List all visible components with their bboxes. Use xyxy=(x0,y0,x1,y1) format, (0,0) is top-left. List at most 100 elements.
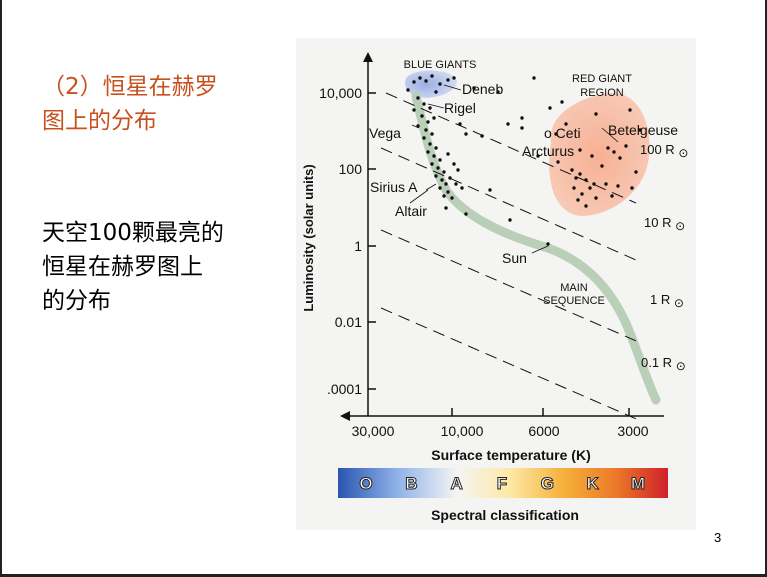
star-dot xyxy=(488,188,492,192)
star-dot xyxy=(574,176,578,180)
spectral-class-b: B xyxy=(405,474,417,493)
spectral-class-m: M xyxy=(631,474,645,493)
star-dot xyxy=(578,148,582,152)
spectral-bar xyxy=(338,468,668,498)
y-tick-label: 10,000 xyxy=(319,85,362,101)
star-dot xyxy=(430,162,434,166)
heading-line-2: 图上的分布 xyxy=(42,108,157,134)
star-label-sun: Sun xyxy=(502,250,527,266)
star-dot xyxy=(432,116,436,120)
star-dot xyxy=(442,170,446,174)
star-dot xyxy=(444,182,448,186)
star-dot xyxy=(436,166,440,170)
star-dot xyxy=(554,132,558,136)
star-dot xyxy=(464,212,468,216)
star-dot xyxy=(456,168,460,172)
star-dot xyxy=(434,90,438,94)
star-label-deneb: Deneb xyxy=(462,81,503,97)
star-points xyxy=(406,74,642,246)
y-tick-label: .0001 xyxy=(327,381,362,397)
star-dot xyxy=(424,128,428,132)
x-axis-arrow xyxy=(340,411,350,421)
heading-line-1: （2）恒星在赫罗 xyxy=(42,74,218,100)
star-dot xyxy=(422,136,426,140)
star-dot xyxy=(638,128,642,132)
star-dot xyxy=(444,206,448,210)
radius-label: 10 R ⊙ xyxy=(644,215,685,233)
x-tick-label: 6000 xyxy=(528,423,559,439)
star-dot xyxy=(506,122,510,126)
star-dot xyxy=(546,242,550,246)
tick-marks xyxy=(368,92,630,416)
star-label-o-ceti: o Ceti xyxy=(544,125,581,141)
star-dot xyxy=(440,178,444,182)
star-dot xyxy=(454,182,458,186)
body-line-1: 天空100颗最亮的 xyxy=(42,220,224,246)
slide-body-text: 天空100颗最亮的 恒星在赫罗图上 的分布 xyxy=(42,216,282,318)
star-dot xyxy=(412,108,416,112)
y-tick-label: 0.01 xyxy=(335,314,362,330)
star-dot xyxy=(628,108,632,112)
star-dot xyxy=(576,198,580,202)
star-dot xyxy=(600,164,604,168)
star-dot xyxy=(630,186,634,190)
star-dot xyxy=(584,204,588,208)
star-dot xyxy=(458,122,462,126)
star-label-arcturus: Arcturus xyxy=(522,143,574,159)
star-dot xyxy=(424,79,428,83)
region-label-sequence: SEQUENCE xyxy=(543,295,605,307)
star-dot xyxy=(548,106,552,110)
star-label-betelgeuse: Betelgeuse xyxy=(608,122,678,138)
spectral-class-o: O xyxy=(359,474,372,493)
region-label-region: REGION xyxy=(580,87,623,99)
y-axis-arrow xyxy=(363,52,373,62)
star-dot xyxy=(452,76,456,80)
star-dot xyxy=(428,106,432,110)
star-dot xyxy=(428,142,432,146)
star-label-rigel: Rigel xyxy=(444,100,476,116)
star-dot xyxy=(426,150,430,154)
star-dot xyxy=(606,146,610,150)
star-dot xyxy=(438,158,442,162)
region-labels: BLUE GIANTS RED GIANT REGION MAIN SEQUEN… xyxy=(404,59,633,307)
star-dot xyxy=(432,154,436,158)
star-dot xyxy=(434,174,438,178)
blue-giants-region xyxy=(405,70,457,98)
red-giants-region xyxy=(549,93,650,216)
x-axis-title: Surface temperature (K) xyxy=(431,447,591,463)
radius-label: 1 R ⊙ xyxy=(650,292,684,310)
star-labels: Deneb Rigel Vega Sirius A Altair Sun o C… xyxy=(369,81,678,266)
radius-lines xyxy=(380,92,642,422)
star-dot xyxy=(556,160,560,164)
star-dot xyxy=(416,96,420,100)
star-dot xyxy=(572,186,576,190)
x-tick-label: 3000 xyxy=(617,423,648,439)
star-label-sirius-a: Sirius A xyxy=(370,179,418,195)
label-leaders xyxy=(409,84,619,254)
star-dot xyxy=(412,80,416,84)
star-dot xyxy=(520,116,524,120)
star-label-vega: Vega xyxy=(369,125,401,141)
x-tick-label: 30,000 xyxy=(352,423,395,439)
axes xyxy=(344,56,664,417)
star-dot xyxy=(450,196,454,200)
star-dot xyxy=(580,192,584,196)
star-dot xyxy=(624,144,628,148)
star-dot xyxy=(570,168,574,172)
radius-label: 100 R ⊙ xyxy=(640,142,688,160)
y-tick-label: 100 xyxy=(339,161,363,177)
region-label-red-giant: RED GIANT xyxy=(572,73,632,85)
y-tick-labels: 10,000 100 1 0.01 .0001 xyxy=(319,85,362,397)
star-dot xyxy=(406,88,410,92)
spectral-class-g: G xyxy=(541,474,554,493)
star-dot xyxy=(420,114,424,118)
page-number: 3 xyxy=(714,530,722,545)
star-dot xyxy=(452,162,456,166)
star-dot xyxy=(578,172,582,176)
y-axis-title: Luminosity (solar units) xyxy=(301,164,316,311)
star-dot xyxy=(592,182,596,186)
star-dot xyxy=(594,196,598,200)
star-dot xyxy=(480,134,484,138)
